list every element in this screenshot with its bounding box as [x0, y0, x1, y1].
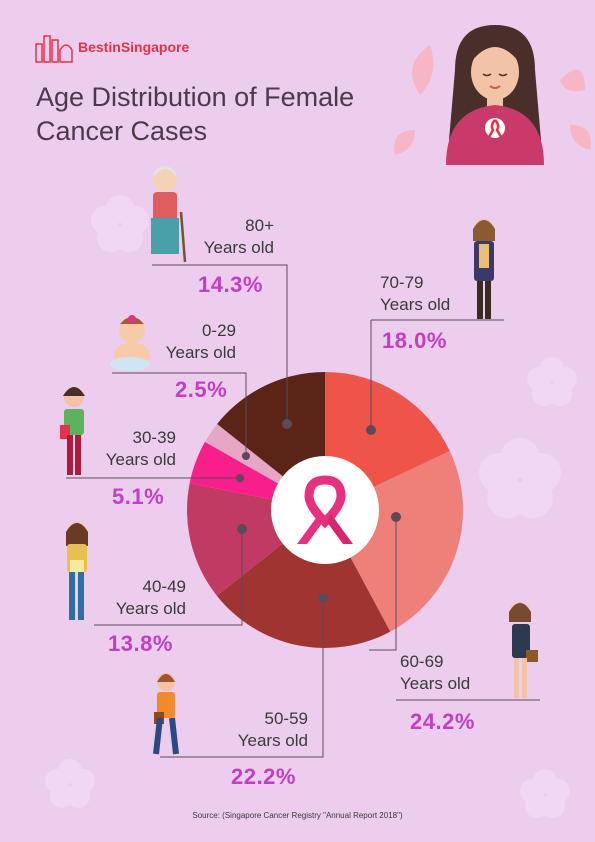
label-0-29-range: 0-29: [201, 321, 236, 340]
pct-50-59: 22.2%: [231, 764, 296, 789]
label-80-unit: Years old: [203, 238, 274, 257]
brand-logo[interactable]: BestinSingapore: [34, 30, 189, 64]
woman-60s-illustration: [509, 602, 538, 698]
baby-illustration: [110, 315, 150, 371]
brand-name-part1: Best: [78, 39, 109, 55]
label-30-39-unit: Years old: [105, 450, 176, 469]
label-60-69-unit: Years old: [400, 674, 471, 693]
pie-center-circle: [271, 456, 379, 564]
label-30-39: 30-39 Years old: [90, 427, 176, 471]
woman-40s-illustration: [66, 522, 88, 620]
label-30-39-range: 30-39: [132, 428, 176, 447]
pct-70-79: 18.0%: [382, 328, 447, 353]
brand-name-part2: in: [108, 39, 121, 55]
brand-name-part3: Singapore: [120, 39, 190, 55]
leader-dots: [236, 419, 401, 603]
label-50-59-unit: Years old: [237, 731, 308, 750]
flower-decoration: [45, 195, 577, 818]
label-80-range: 80+: [245, 216, 274, 235]
source-note: Source: (Singapore Cancer Registry "Annu…: [192, 811, 403, 820]
label-70-79-range: 70-79: [380, 273, 424, 292]
title-line1: Age Distribution of Female: [36, 82, 355, 112]
brand-logo-icon: [35, 35, 73, 63]
pct-60-69: 24.2%: [410, 709, 475, 734]
label-40-49: 40-49 Years old: [100, 576, 186, 620]
elderly-woman-illustration: [151, 166, 187, 263]
label-80-plus: 80+ Years old: [190, 215, 274, 259]
label-40-49-range: 40-49: [142, 577, 186, 596]
leader-lines: [66, 264, 540, 758]
woman-50s-illustration: [153, 673, 179, 755]
girl-30s-illustration: [60, 387, 85, 475]
label-50-59: 50-59 Years old: [222, 708, 308, 752]
woman-70s-illustration: [473, 219, 495, 319]
page-title: Age Distribution of Female Cancer Cases: [36, 80, 416, 148]
label-70-79-unit: Years old: [380, 295, 451, 314]
pie-slice-50-59: [216, 510, 391, 648]
title-line2: Cancer Cases: [36, 116, 208, 146]
label-50-59-range: 50-59: [264, 709, 308, 728]
pct-30-39: 5.1%: [112, 484, 165, 509]
pct-80-plus: 14.3%: [198, 272, 263, 297]
woman-illustration: [394, 25, 591, 165]
pct-0-29: 2.5%: [175, 377, 228, 402]
label-60-69-range: 60-69: [400, 652, 444, 671]
label-0-29: 0-29 Years old: [150, 320, 236, 364]
label-70-79: 70-79 Years old: [380, 272, 470, 316]
label-40-49-unit: Years old: [115, 599, 186, 618]
ribbon-icon: [297, 475, 353, 544]
label-0-29-unit: Years old: [165, 343, 236, 362]
pct-40-49: 13.8%: [108, 631, 173, 656]
label-60-69: 60-69 Years old: [400, 651, 488, 695]
